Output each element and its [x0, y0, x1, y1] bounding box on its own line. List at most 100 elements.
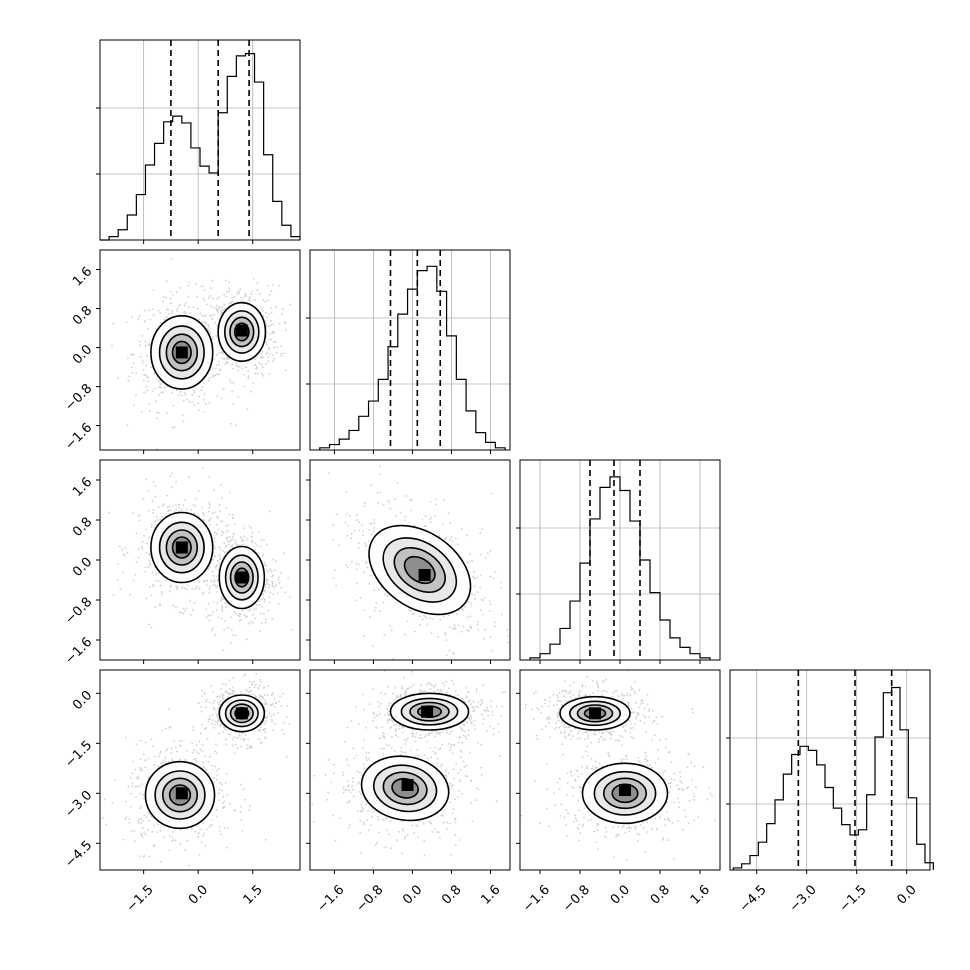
contour-line: [602, 777, 648, 810]
panel-frame: [99, 249, 301, 451]
density-peak: [401, 779, 414, 791]
hist-panel-2: [516, 459, 721, 664]
contour-line: [382, 771, 428, 806]
y-tick-label: 0.0: [70, 555, 95, 580]
histogram-step: [100, 53, 301, 241]
y-tick-label: 0.8: [70, 515, 95, 540]
x-tick-label: 0.0: [894, 882, 919, 907]
hist-panel-3: [726, 669, 934, 874]
contour-line: [559, 695, 631, 731]
x-tick-label: −1.6: [315, 882, 348, 915]
x-tick-label: −1.6: [520, 882, 553, 915]
hist-panel-0: [96, 39, 301, 244]
x-tick-label: 0.8: [648, 882, 673, 907]
density-panel-3-0: [96, 669, 301, 874]
contour-line: [593, 770, 657, 816]
contour-line: [229, 561, 254, 594]
contour-line: [389, 692, 470, 731]
x-tick-label: −1.5: [124, 882, 157, 915]
contour-line: [224, 554, 259, 601]
density-peak: [175, 541, 188, 554]
scatter-points: [102, 672, 291, 867]
x-tick-label: 0.0: [186, 882, 211, 907]
contour-line: [391, 777, 419, 799]
contour-line: [158, 325, 205, 380]
density-peak: [235, 324, 248, 337]
x-tick-label: 0.0: [608, 882, 633, 907]
contour-line: [161, 777, 199, 813]
panel-frame: [729, 669, 931, 871]
density-peak: [418, 569, 431, 581]
y-tick-label: −4.5: [62, 838, 95, 871]
density-peak: [619, 784, 631, 796]
y-tick-label: −0.8: [62, 381, 95, 414]
x-tick-label: −1.5: [837, 882, 870, 915]
contour-line: [165, 529, 199, 566]
x-tick-label: −0.8: [560, 882, 593, 915]
density-panel-2-0: [96, 459, 301, 664]
density-panel-1-0: [96, 249, 301, 454]
y-tick-label: −3.0: [62, 788, 95, 821]
contour-line: [217, 301, 267, 363]
density-peak: [235, 571, 248, 584]
panel-frame: [309, 669, 511, 871]
y-tick-label: 0.0: [70, 342, 95, 367]
y-tick-label: 1.6: [70, 475, 95, 500]
x-tick-label: 1.5: [241, 882, 266, 907]
contour-line: [223, 310, 260, 354]
density-peak: [175, 346, 188, 359]
contour-line: [150, 315, 214, 390]
contour-line: [409, 701, 450, 722]
y-tick-label: −1.5: [62, 738, 95, 771]
contour-line: [372, 764, 438, 813]
histogram-step: [319, 265, 506, 450]
x-tick-label: 1.6: [688, 882, 713, 907]
y-tick-label: −1.6: [62, 420, 95, 453]
contour-line: [234, 567, 250, 588]
contour-line: [218, 694, 266, 733]
histogram-step: [732, 686, 934, 870]
x-tick-label: 0.8: [439, 882, 464, 907]
contour-line: [158, 521, 205, 574]
density-peak: [235, 707, 248, 720]
contour-line: [224, 699, 259, 728]
y-tick-label: −0.8: [62, 595, 95, 628]
y-tick-label: 1.6: [70, 264, 95, 289]
contour-line: [360, 755, 450, 822]
hist-panel-1: [306, 249, 511, 454]
x-tick-label: −4.5: [737, 882, 770, 915]
contour-line: [393, 546, 446, 594]
y-tick-label: 0.8: [70, 303, 95, 328]
x-tick-label: −0.8: [354, 882, 387, 915]
contour-line: [400, 697, 459, 726]
contour-line: [150, 511, 214, 584]
x-tick-label: 1.6: [478, 882, 503, 907]
contour-line: [168, 784, 192, 806]
density-panel-2-1: [306, 459, 511, 664]
density-peak: [589, 707, 601, 720]
contour-line: [403, 555, 436, 585]
contour-line: [568, 700, 621, 727]
x-tick-label: 0.0: [400, 882, 425, 907]
contour-line: [171, 536, 192, 559]
panel-frame: [99, 669, 301, 871]
contour-line: [581, 762, 669, 825]
contour-line: [229, 316, 255, 348]
contour-line: [171, 340, 192, 365]
contour-line: [382, 537, 458, 603]
contour-line: [576, 704, 614, 723]
density-peak: [175, 787, 188, 800]
panel-frame: [309, 249, 511, 451]
density-peak: [421, 705, 434, 718]
x-tick-label: −3.0: [787, 882, 820, 915]
density-panel-3-2: [516, 669, 721, 874]
contour-line: [233, 322, 250, 342]
density-panel-3-1: [306, 669, 511, 874]
contour-line: [154, 770, 206, 820]
panel-frame: [99, 39, 301, 241]
contour-line: [165, 333, 199, 372]
contour-line: [144, 760, 216, 830]
contour-line: [229, 703, 254, 724]
histogram-step: [529, 476, 711, 660]
